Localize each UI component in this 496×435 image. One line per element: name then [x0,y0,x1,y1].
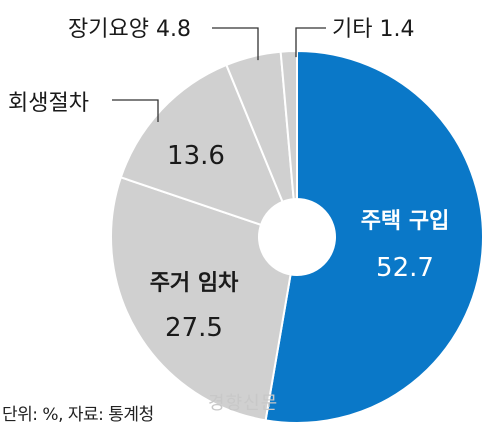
leader-lines [112,27,326,122]
leader-line-long-term-care [212,27,259,61]
watermark: 경향신문 [208,393,279,414]
slice-housing-rent [110,176,292,422]
leader-line-rehabilitation [112,99,159,122]
slice-housing-purchase [264,49,484,424]
slice-label-long-term-care: 장기요양 4.8 [68,17,191,42]
slice-label-housing-purchase: 주택 구입 [361,209,450,234]
slice-other [279,49,298,201]
slice-label-rehabilitation: 회생절차 [8,91,89,116]
slice-label-other: 기타 1.4 [332,17,414,42]
slice-value-housing-purchase: 52.7 [376,253,434,283]
leader-line-other [295,27,326,58]
slice-value-rehabilitation: 13.6 [167,141,225,171]
slices-group [110,49,484,424]
slice-label-housing-rent: 주거 임차 [150,271,239,296]
slice-value-housing-rent: 27.5 [165,313,223,343]
unit-source-note: 단위: %, 자료: 통계청 [2,405,154,425]
